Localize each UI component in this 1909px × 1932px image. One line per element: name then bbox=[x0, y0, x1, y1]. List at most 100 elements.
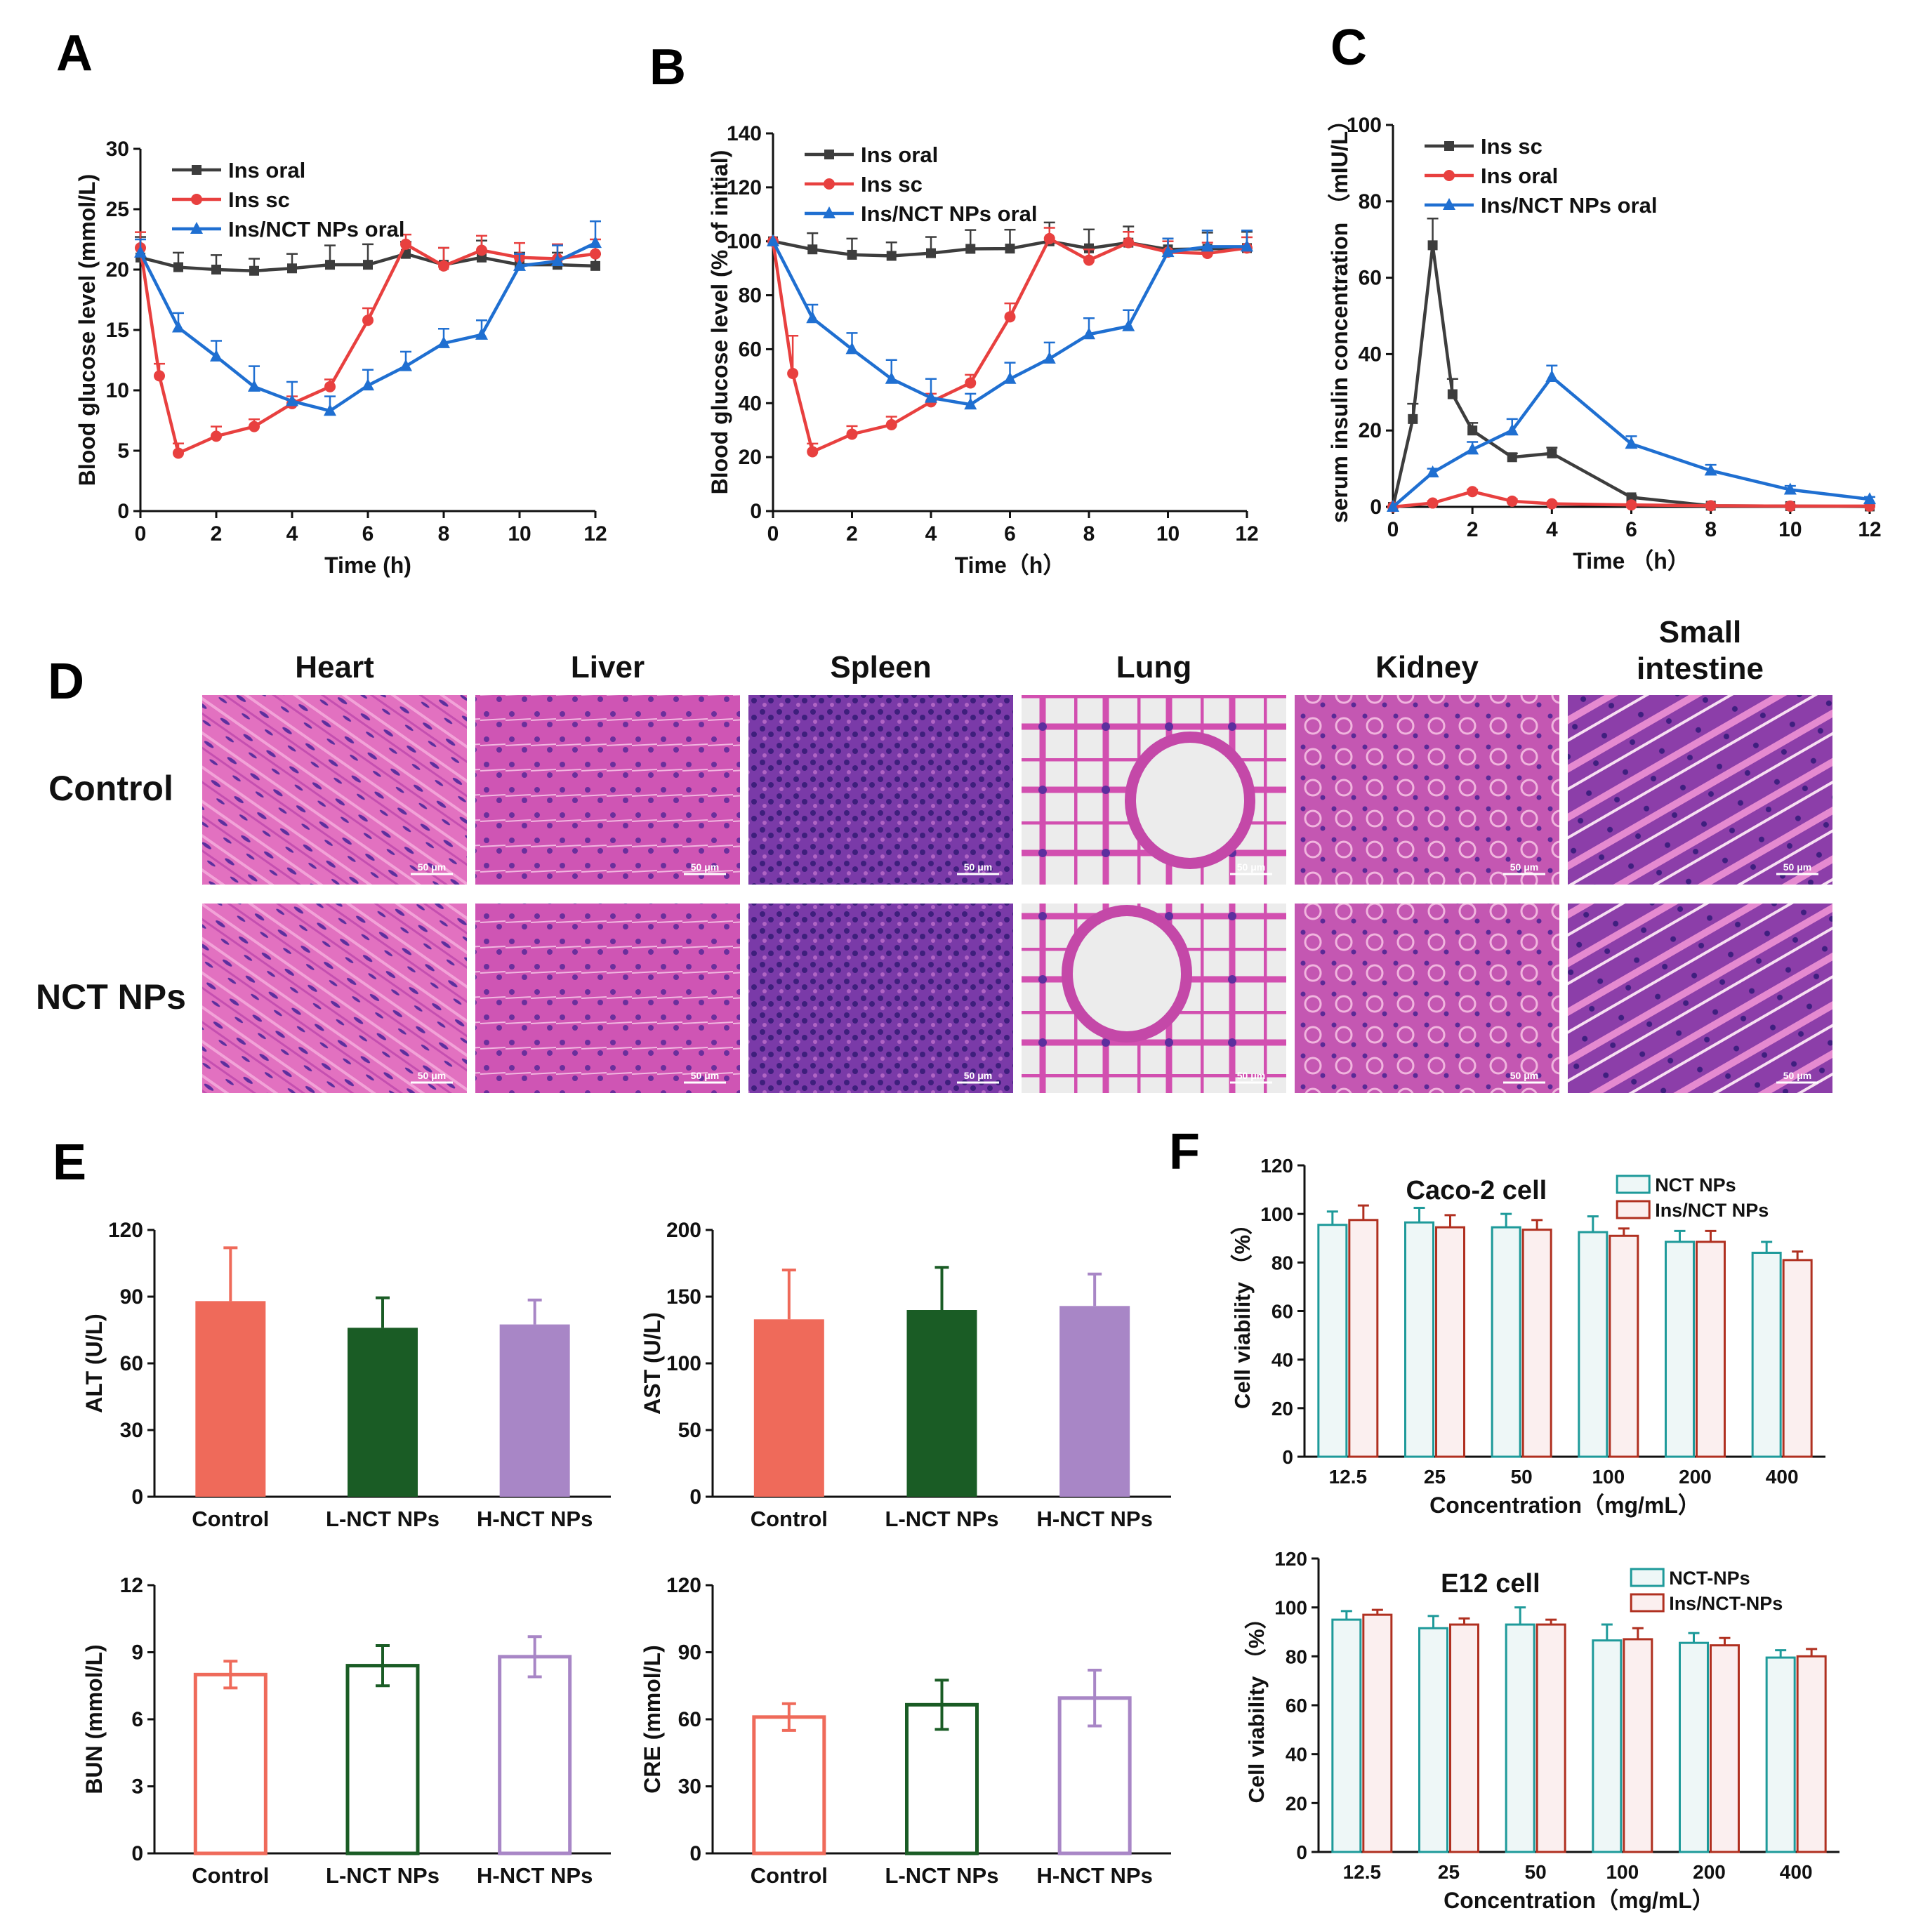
data-point bbox=[1466, 442, 1479, 455]
data-point bbox=[1084, 243, 1094, 253]
series-ins-oral bbox=[768, 221, 1253, 261]
legend-label: NCT NPs bbox=[1655, 1175, 1736, 1196]
y-tick-label: 120 bbox=[727, 176, 762, 199]
data-point bbox=[767, 234, 779, 246]
data-point bbox=[1705, 500, 1717, 512]
histology-tile bbox=[202, 904, 467, 1093]
bar bbox=[1696, 1240, 1726, 1458]
y-tick-label: 120 bbox=[1260, 1155, 1293, 1177]
data-point bbox=[845, 342, 859, 355]
hne-stain-image: 50 μm bbox=[748, 904, 1013, 1093]
legend-label: Ins/NCT NPs oral bbox=[228, 217, 405, 242]
legend-swatch bbox=[1616, 1200, 1651, 1219]
data-point bbox=[806, 311, 819, 324]
data-point bbox=[1201, 239, 1214, 252]
bar bbox=[1521, 1229, 1552, 1458]
bar bbox=[1331, 1618, 1362, 1853]
y-tick-label: 80 bbox=[739, 284, 762, 307]
hne-stain-image: 50 μm bbox=[1568, 904, 1832, 1093]
y-tick-label: 100 bbox=[727, 230, 762, 253]
histology-column-label: Spleen bbox=[830, 650, 931, 684]
scale-bar-label: 50 μm bbox=[1783, 1070, 1811, 1081]
x-tick-label: 12 bbox=[583, 522, 607, 545]
scale-bar-label: 50 μm bbox=[964, 861, 992, 873]
x-axis-label: Concentration（mg/mL） bbox=[1429, 1493, 1700, 1518]
x-axis-label: Concentration（mg/mL） bbox=[1444, 1888, 1715, 1913]
x-tick-label: 4 bbox=[286, 522, 298, 545]
histology-column-label: Heart bbox=[295, 650, 374, 684]
series-ins-nct-nps-oral bbox=[134, 220, 602, 416]
histology-column-label: Small bbox=[1659, 615, 1741, 649]
histology-tile bbox=[1568, 904, 1832, 1093]
data-point bbox=[286, 394, 298, 406]
data-point bbox=[287, 263, 297, 274]
y-axis-label: Cell viability （%） bbox=[1230, 1213, 1255, 1409]
x-category-label: L-NCT NPs bbox=[326, 1507, 440, 1531]
bar bbox=[1404, 1221, 1434, 1458]
hne-stain-image: 50 μm bbox=[1022, 695, 1286, 885]
y-tick-label: 60 bbox=[120, 1352, 143, 1375]
y-tick-label: 100 bbox=[1260, 1203, 1293, 1225]
data-point bbox=[1122, 319, 1135, 331]
legend-marker bbox=[191, 194, 202, 205]
chart-e-alt: 0 30 60 90 120 ALT (U/L) Control L-NCT NPs H-NCT… bbox=[81, 1219, 611, 1531]
histology-row-label: Control bbox=[48, 769, 173, 808]
x-tick-label: 10 bbox=[1778, 518, 1802, 541]
data-point bbox=[249, 421, 260, 432]
legend-marker bbox=[1443, 198, 1455, 210]
panel-label-b: B bbox=[649, 39, 686, 95]
bar bbox=[1449, 1623, 1479, 1853]
x-category-label: 12.5 bbox=[1343, 1861, 1382, 1883]
y-tick-label: 0 bbox=[689, 1842, 701, 1865]
x-axis-label: Time (h) bbox=[324, 553, 411, 578]
data-point bbox=[1783, 482, 1797, 495]
bar bbox=[1057, 1696, 1132, 1855]
y-axis-label: CRE (mmol/L) bbox=[640, 1645, 665, 1794]
y-tick-label: 20 bbox=[739, 446, 762, 469]
x-axis-label: Time （h） bbox=[1573, 548, 1690, 574]
bar bbox=[1592, 1639, 1623, 1853]
y-tick-label: 5 bbox=[117, 439, 129, 463]
y-tick-label: 90 bbox=[678, 1641, 701, 1665]
bar bbox=[1418, 1627, 1448, 1853]
data-point bbox=[886, 251, 897, 261]
bar bbox=[1059, 1306, 1130, 1497]
data-point bbox=[173, 447, 184, 459]
data-point bbox=[925, 390, 937, 403]
bar bbox=[195, 1301, 266, 1497]
data-point bbox=[211, 265, 221, 274]
data-point bbox=[1083, 254, 1095, 266]
data-point bbox=[362, 315, 374, 326]
x-category-label: H-NCT NPs bbox=[477, 1863, 593, 1888]
x-category-label: H-NCT NPs bbox=[1036, 1507, 1152, 1531]
series-ins-nct-nps-oral bbox=[1387, 364, 1876, 512]
data-point bbox=[1545, 370, 1559, 383]
y-tick-label: 30 bbox=[678, 1775, 701, 1799]
y-tick-label: 60 bbox=[1286, 1695, 1307, 1716]
y-tick-label: 0 bbox=[750, 500, 762, 523]
scale-bar-label: 50 μm bbox=[1237, 861, 1265, 873]
y-tick-label: 3 bbox=[131, 1775, 143, 1799]
data-point bbox=[400, 238, 411, 250]
x-tick-label: 4 bbox=[1546, 518, 1558, 541]
y-axis-label: Blood glucose level (% of initial) bbox=[707, 150, 732, 495]
data-point bbox=[787, 368, 799, 380]
data-point bbox=[590, 248, 601, 260]
bar bbox=[1491, 1226, 1521, 1458]
data-point bbox=[1784, 500, 1796, 512]
x-tick-label: 12 bbox=[1235, 522, 1258, 545]
legend-label: Ins sc bbox=[861, 172, 923, 197]
series-line bbox=[771, 236, 1248, 454]
y-tick-label: 9 bbox=[131, 1641, 143, 1665]
histology-tile bbox=[1295, 695, 1559, 885]
data-point bbox=[926, 248, 936, 258]
legend-label: Ins/NCT NPs bbox=[1655, 1200, 1769, 1221]
y-tick-label: 100 bbox=[1347, 114, 1382, 137]
y-tick-label: 20 bbox=[1286, 1792, 1307, 1814]
x-category-label: 25 bbox=[1438, 1861, 1460, 1883]
legend-label: Ins/NCT-NPs bbox=[1669, 1593, 1783, 1614]
y-tick-label: 0 bbox=[689, 1486, 701, 1509]
y-tick-label: 0 bbox=[1370, 496, 1382, 519]
bar bbox=[1751, 1252, 1782, 1458]
scale-bar-label: 50 μm bbox=[691, 1070, 719, 1081]
